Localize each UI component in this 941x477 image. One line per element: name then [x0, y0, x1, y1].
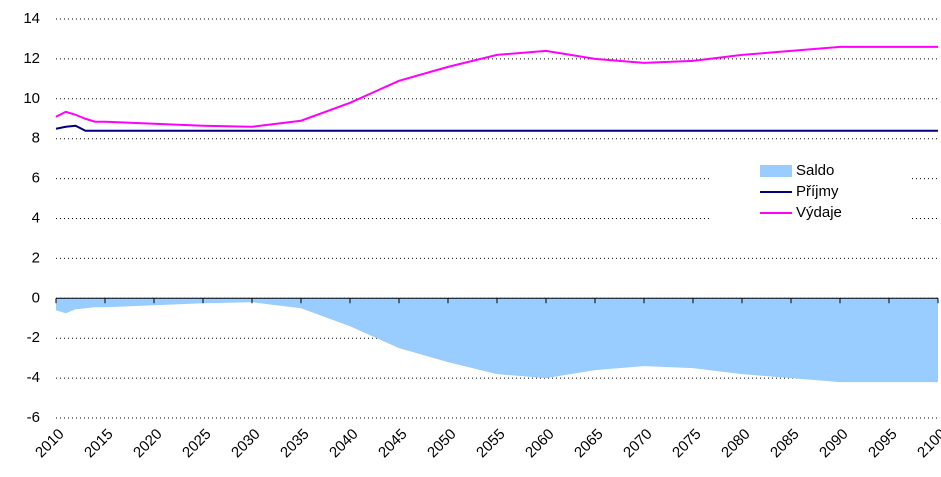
x-tick-label: 2030 [228, 426, 264, 462]
y-tick-label: 8 [32, 130, 40, 147]
y-tick-label: -2 [27, 329, 40, 346]
area [56, 298, 938, 383]
x-tick-label: 2065 [571, 426, 607, 462]
x-tick-label: 2020 [130, 426, 166, 462]
y-tick-label: -4 [27, 369, 40, 386]
y-tick-label: 2 [32, 249, 40, 266]
y-tick-label: 0 [32, 289, 40, 306]
y-tick-label: 12 [23, 50, 40, 67]
x-tick-label: 2075 [669, 426, 705, 462]
x-tick-label: 2010 [32, 426, 68, 462]
x-tick-label: 2040 [326, 426, 362, 462]
legend-box [710, 160, 910, 226]
legend-label: Saldo [796, 162, 834, 179]
legend-label: Výdaje [796, 204, 842, 221]
x-tick-label: 2045 [375, 426, 411, 462]
x-tick-label: 2015 [81, 426, 117, 462]
legend-label: Příjmy [796, 183, 839, 200]
x-tick-label: 2095 [865, 426, 901, 462]
x-tick-label: 2060 [522, 426, 558, 462]
x-tick-label: 2025 [179, 426, 215, 462]
x-tick-label: 2090 [816, 426, 852, 462]
x-tick-label: 2055 [473, 426, 509, 462]
x-tick-label: 2070 [620, 426, 656, 462]
line [55, 124, 938, 132]
y-tick-label: 4 [32, 209, 40, 226]
y-tick-label: -6 [27, 409, 40, 426]
x-tick-label: 2050 [424, 426, 460, 462]
y-tick-label: 14 [23, 10, 40, 27]
x-tick-label: 2085 [767, 426, 803, 462]
x-tick-label: 2035 [277, 426, 313, 462]
x-tick-label: 2100 [914, 426, 941, 462]
line [55, 45, 938, 128]
y-tick-label: 6 [32, 170, 40, 187]
y-tick-label: 10 [23, 90, 40, 107]
x-tick-label: 2080 [718, 426, 754, 462]
legend-swatch [760, 165, 792, 177]
